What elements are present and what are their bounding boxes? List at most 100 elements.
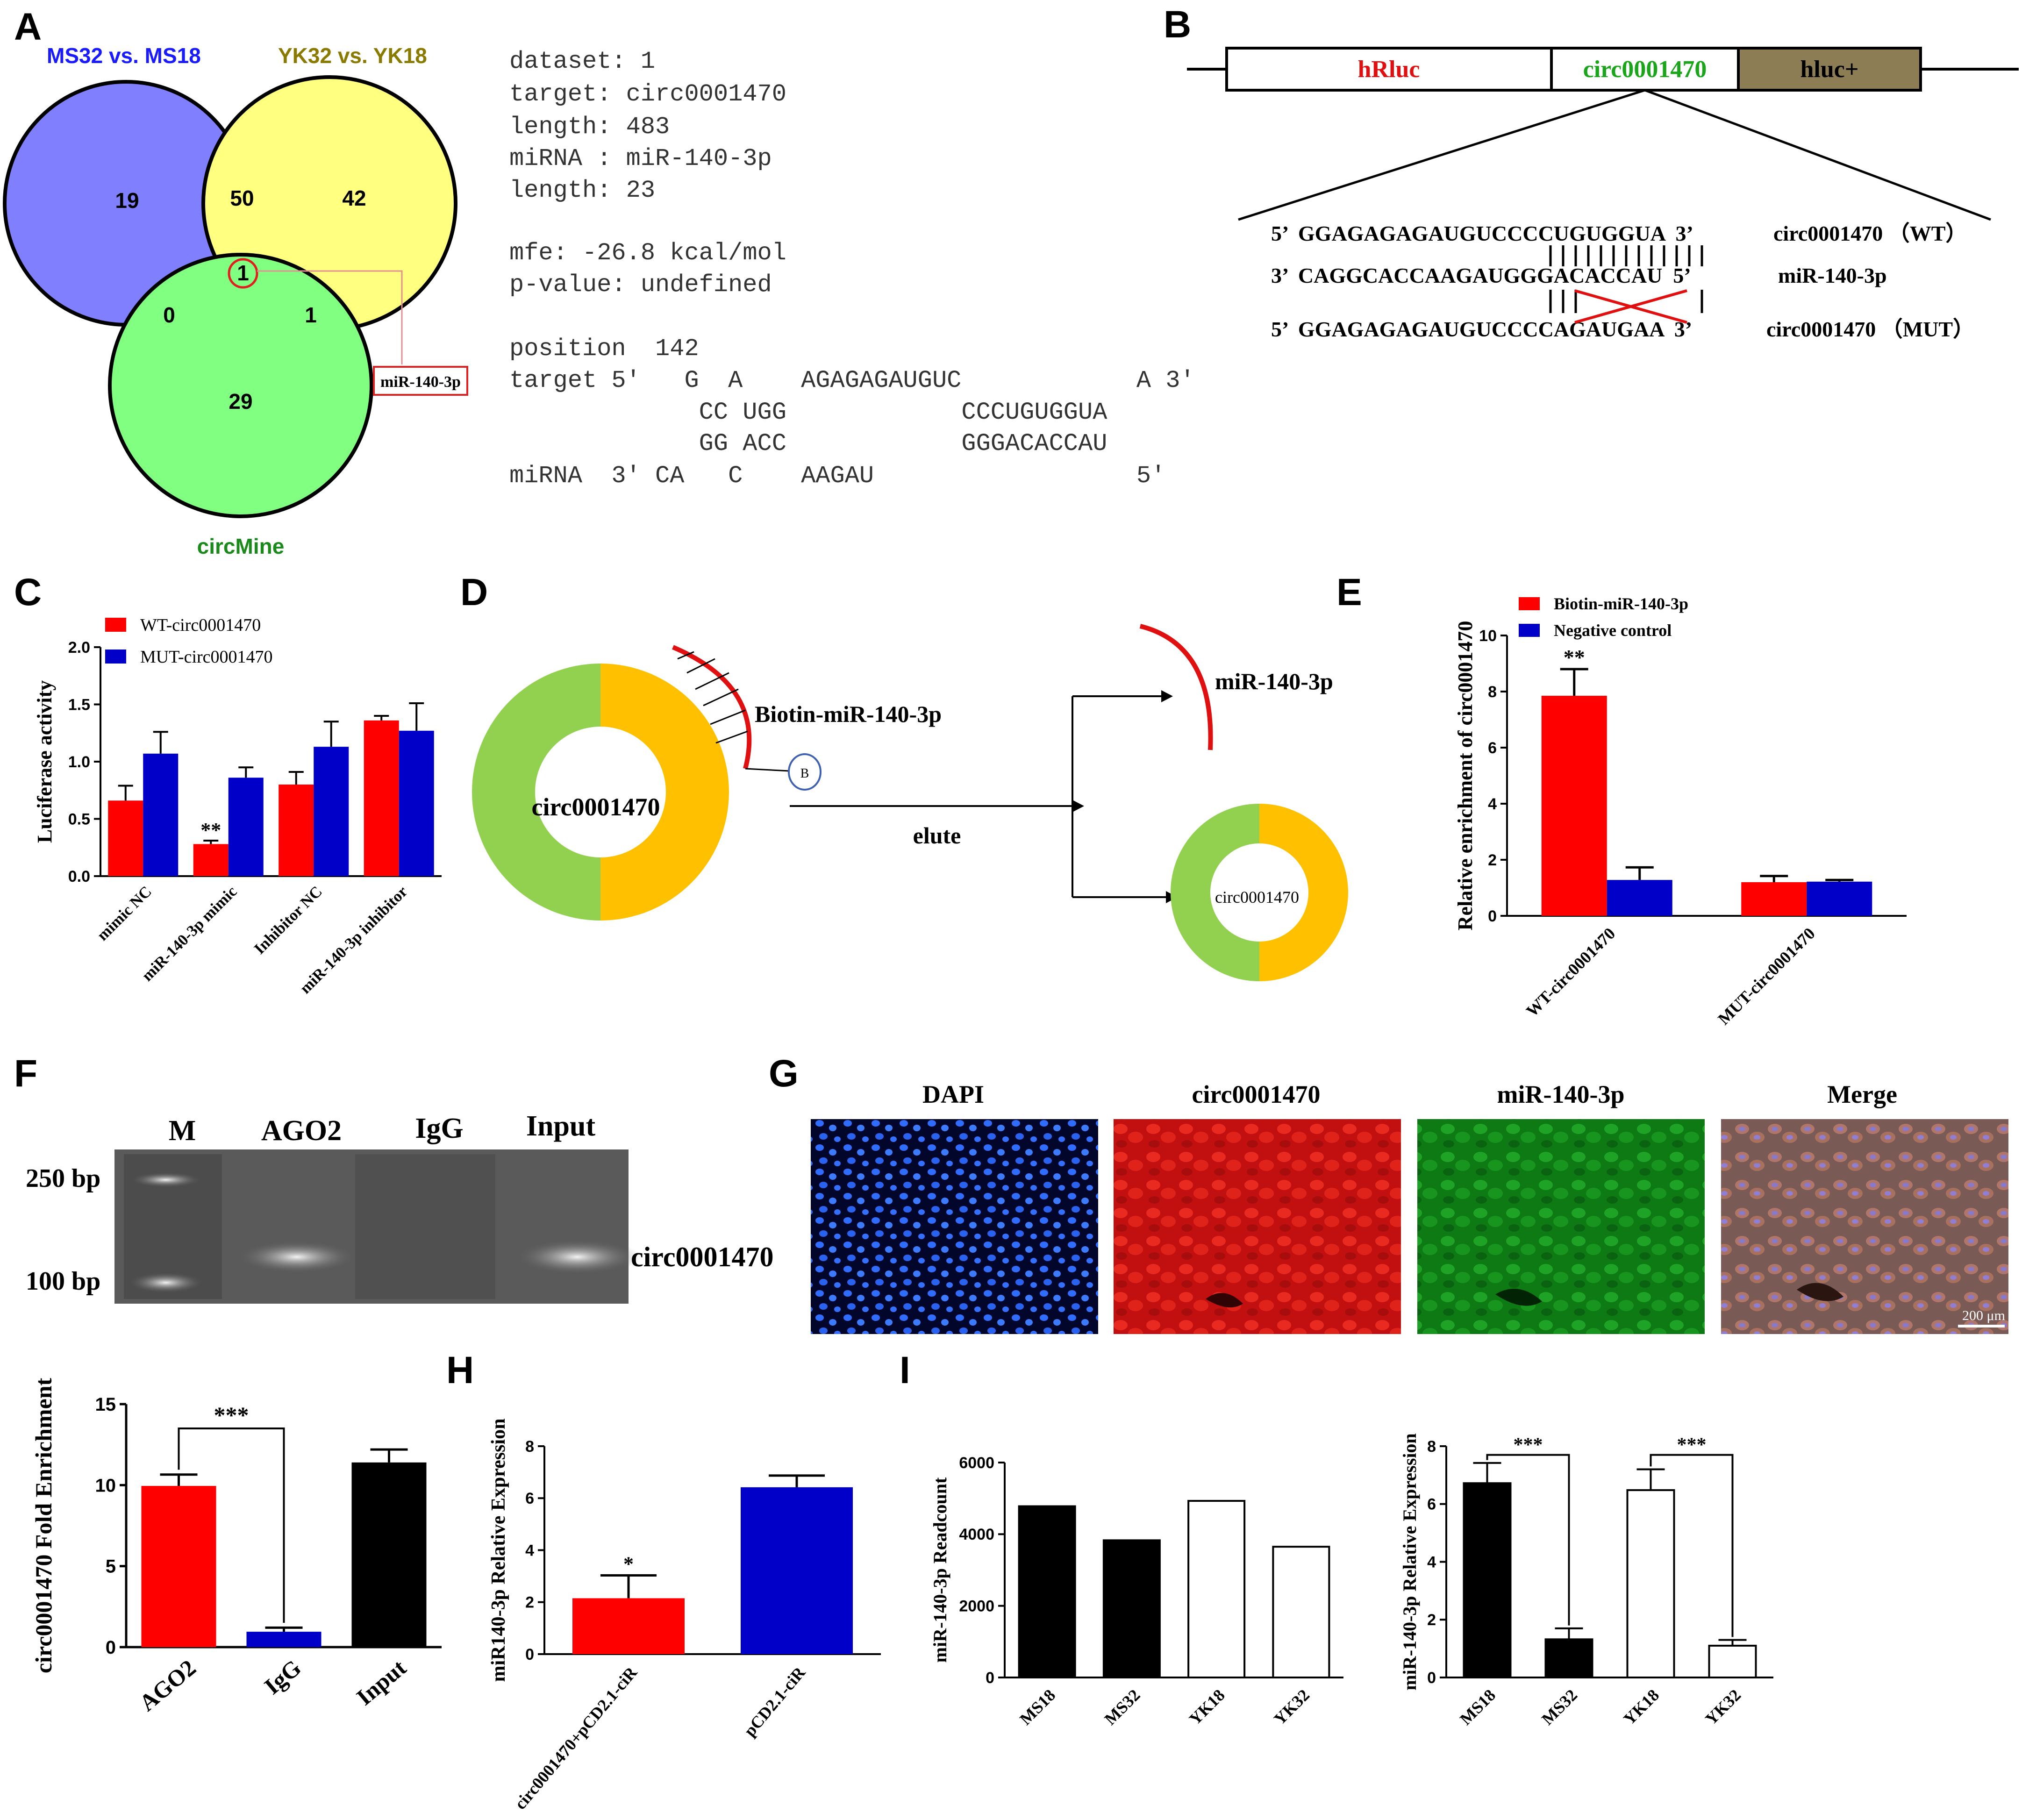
bead-linker xyxy=(745,768,790,772)
probe-binding-lines xyxy=(677,651,748,744)
legend-biotin-label: Biotin-miR-140-3p xyxy=(1554,594,1688,613)
C-bar-1-0 xyxy=(143,753,179,876)
panel-label-F: F xyxy=(14,1052,37,1095)
I-left-bar-0 xyxy=(1018,1505,1076,1679)
I-right-bar-0 xyxy=(1463,1482,1512,1678)
H-xtick-label: pCD2.1-ciR xyxy=(740,1663,809,1740)
panel-I: I 0 2000 4000 6000 miR-140-3p Readcount MS18 M… xyxy=(900,1349,1773,1728)
E-bar-1-1 xyxy=(1807,881,1872,916)
panel-label-E: E xyxy=(1336,571,1362,614)
rna-line-11: target 5' G A AGAGAGAUGUC A 3' xyxy=(509,367,1195,394)
micro-mirna-image xyxy=(1417,1119,1705,1334)
mir-sequence: 3’ CAGGCACCAAGAUGGGACACCAU 5’ xyxy=(1271,264,1691,287)
rna-line-2: target: circ0001470 xyxy=(509,80,786,108)
E-ytick-label: 10 xyxy=(1479,627,1497,645)
legend-wt-swatch xyxy=(105,618,126,632)
micro-circ-dark-spot xyxy=(1206,1293,1243,1307)
I-right-xtick-label: MS32 xyxy=(1538,1685,1581,1728)
F-xtick-label: IgG xyxy=(259,1655,306,1699)
H-ytick-label: 4 xyxy=(525,1542,534,1559)
gel-lane-ago2-label: AGO2 xyxy=(261,1115,342,1147)
I-left-ytick-label: 6000 xyxy=(959,1454,994,1472)
venn-count-c13: 0 xyxy=(163,303,175,327)
I-right-ytick-label: 4 xyxy=(1427,1553,1436,1571)
I-right-ytick-label: 0 xyxy=(1427,1669,1436,1687)
rna-line-8: p-value: undefined xyxy=(509,271,772,299)
eluted-mirna-arc xyxy=(1139,624,1213,750)
H-ytick-label: 8 xyxy=(525,1438,534,1456)
micro-dapi-title: DAPI xyxy=(922,1080,984,1108)
C-bar-1-3 xyxy=(399,730,434,876)
rna-line-3: length: 483 xyxy=(509,113,670,141)
C-xtick-label: mimic NC xyxy=(94,883,155,944)
micro-circ-image xyxy=(1114,1119,1401,1334)
ring-yellow-half xyxy=(600,664,729,921)
I-right-significance-bracket xyxy=(1650,1454,1734,1637)
zoom-line-right xyxy=(1644,89,1991,221)
C-bar-0-2 xyxy=(279,785,314,876)
probe-label: Biotin-miR-140-3p xyxy=(755,701,942,727)
I-left-ytick-label: 4000 xyxy=(959,1526,994,1543)
gel-target-label: circ0001470 xyxy=(631,1242,773,1272)
C-bar-0-1 xyxy=(193,844,229,876)
small-ring-label: circ0001470 xyxy=(1215,888,1299,906)
biotin-bead-label: B xyxy=(800,766,809,781)
chart-I-left: 0 2000 4000 6000 miR-140-3p Readcount MS18 MS3… xyxy=(929,1454,1343,1728)
I-left-xtick-label: YK32 xyxy=(1270,1685,1313,1728)
panel-label-G: G xyxy=(769,1052,799,1095)
C-ytick-label: 2.0 xyxy=(68,639,90,657)
I-left-xtick-label: MS18 xyxy=(1016,1685,1059,1728)
C-ytick-label: 1.5 xyxy=(68,696,90,714)
scale-bar-label: 200 μm xyxy=(1962,1308,2005,1323)
C-bar-1-2 xyxy=(314,747,349,876)
micro-merge-dark-spot xyxy=(1797,1283,1843,1301)
micro-mirna-dark-spot xyxy=(1495,1289,1542,1306)
panel-D: D circ0001470 B Biotin-miR-140-3p elute … xyxy=(460,571,1348,981)
chart-H: 0 2 4 6 8 miR140-3p Relative Expressioncirc00… xyxy=(488,1419,881,1813)
C-ytick-label: 0.0 xyxy=(68,868,90,885)
gel-ago2-band xyxy=(236,1241,357,1273)
gel-lane-igg xyxy=(355,1154,495,1299)
I-right-significance: *** xyxy=(1514,1435,1543,1456)
panel-label-B: B xyxy=(1164,3,1191,46)
E-ytick-label: 6 xyxy=(1488,739,1497,757)
gel-marker-250-band xyxy=(131,1172,201,1187)
F-significance: *** xyxy=(214,1402,249,1428)
I-right-ytick-label: 6 xyxy=(1427,1496,1436,1513)
venn-callout-text: miR-140-3p xyxy=(380,373,461,391)
F-xtick-label: Input xyxy=(351,1654,411,1710)
H-ytick-label: 6 xyxy=(525,1490,534,1507)
rna-line-1: dataset: 1 xyxy=(509,48,655,75)
E-ytick-label: 0 xyxy=(1488,907,1497,925)
panel-C: C 0.0 0.5 1.0 1.5 2.0 Luciferase activity mimi… xyxy=(14,571,442,997)
venn-callout-line xyxy=(257,270,403,364)
rna-line-14: miRNA 3' CA C AAGAU 5' xyxy=(509,462,1165,490)
C-ytick-label: 1.0 xyxy=(68,753,90,771)
rna-line-4: miRNA : miR-140-3p xyxy=(509,145,772,172)
I-right-xtick-label: YK18 xyxy=(1620,1685,1663,1728)
construct-hluc-label: hluc+ xyxy=(1800,56,1859,83)
fork-top-arrowhead xyxy=(1161,690,1173,702)
rna-line-12: CC UGG CCCUGUGGUA xyxy=(509,399,1107,426)
F-ytick-label: 15 xyxy=(95,1394,116,1415)
venn-count-c12: 50 xyxy=(230,186,254,210)
E-xtick-label: MUT-circ0001470 xyxy=(1714,924,1818,1028)
chart-C-legend: WT-circ0001470 MUT-circ0001470 xyxy=(105,615,273,667)
I-right-bar-3 xyxy=(1708,1644,1757,1678)
C-bar-1-1 xyxy=(228,778,264,876)
I-left-xtick-label: YK18 xyxy=(1186,1685,1229,1728)
biotin-bead xyxy=(788,753,822,791)
H-ytick-label: 0 xyxy=(525,1646,534,1663)
venn-count-c123: 1 xyxy=(237,261,249,285)
C-xtick-label: miR-140-3p mimic xyxy=(139,883,241,985)
zoom-line-left xyxy=(1238,89,1645,221)
E-ylabel: Relative enrichment of circ0001470 xyxy=(1454,621,1477,931)
F-ytick-label: 10 xyxy=(95,1475,116,1496)
venn-circle-set3 xyxy=(108,253,373,518)
legend-mut-label: MUT-circ0001470 xyxy=(140,647,273,667)
I-left-bar-2 xyxy=(1187,1500,1246,1679)
legend-mut-swatch xyxy=(105,649,126,664)
